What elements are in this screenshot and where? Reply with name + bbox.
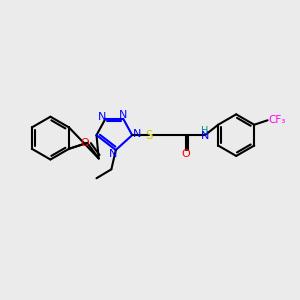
Text: N: N — [201, 131, 209, 141]
Text: O: O — [81, 138, 89, 148]
Text: CF₃: CF₃ — [268, 115, 286, 125]
Text: O: O — [181, 148, 190, 159]
Text: N: N — [119, 110, 128, 120]
Text: S: S — [145, 129, 152, 142]
Text: N: N — [109, 148, 118, 159]
Text: H: H — [201, 126, 209, 136]
Text: N: N — [132, 129, 141, 139]
Text: N: N — [98, 112, 106, 122]
